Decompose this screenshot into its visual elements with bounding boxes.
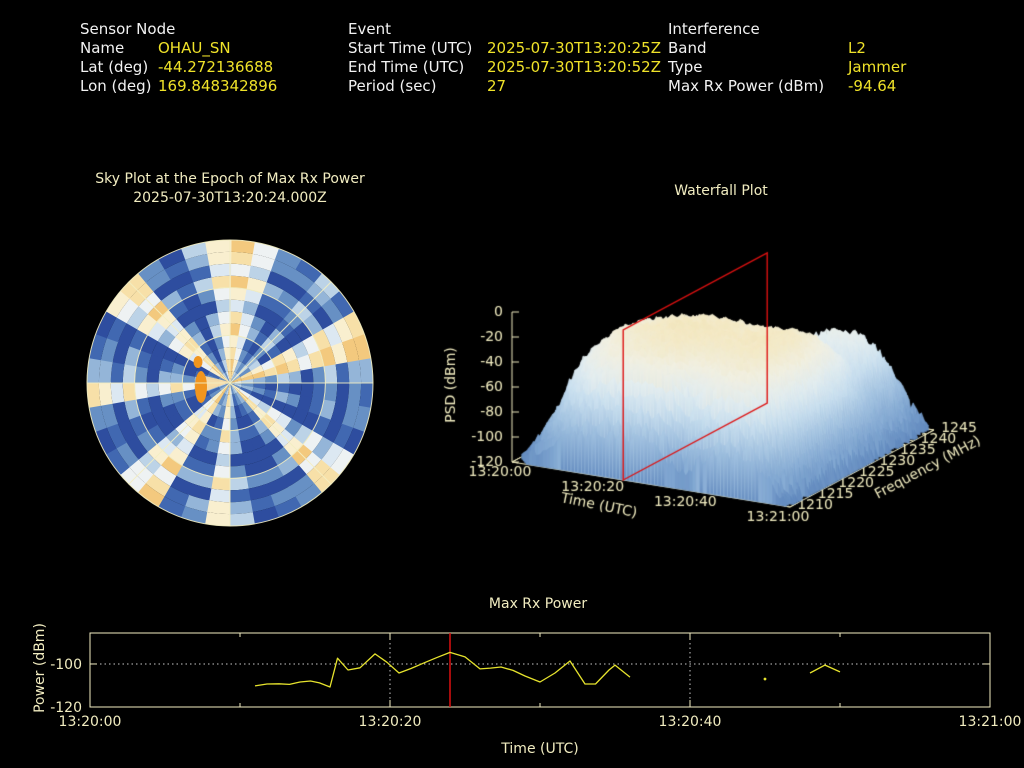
field-row: Start Time (UTC) 2025-07-30T13:20:25Z — [348, 39, 661, 58]
svg-text:-120: -120 — [50, 700, 82, 716]
field-label: Name — [80, 39, 125, 57]
field-value: -44.272136688 — [158, 58, 274, 76]
field-label: Lon (deg) — [80, 77, 152, 95]
field-value: 2025-07-30T13:20:52Z — [487, 58, 661, 76]
panel-title: Sensor Node — [80, 20, 176, 38]
field-row: End Time (UTC) 2025-07-30T13:20:52Z — [348, 58, 661, 77]
field-row: Lat (deg) -44.272136688 — [80, 58, 277, 77]
panel-title: Interference — [668, 20, 760, 38]
field-row: Name OHAU_SN — [80, 39, 277, 58]
field-label: Max Rx Power (dBm) — [668, 77, 825, 95]
svg-text:13:20:40: 13:20:40 — [659, 714, 722, 730]
field-value: -94.64 — [848, 77, 897, 95]
field-value: 169.848342896 — [158, 77, 278, 95]
field-row: Band L2 — [668, 39, 906, 58]
field-row: Type Jammer — [668, 58, 906, 77]
panel-title: Event — [348, 20, 391, 38]
interference-panel: Interference Band L2 Type Jammer Max Rx … — [668, 20, 906, 96]
svg-text:13:20:00: 13:20:00 — [59, 714, 122, 730]
sky-plot-title: Sky Plot at the Epoch of Max Rx Power — [95, 171, 365, 187]
field-row: Period (sec) 27 — [348, 77, 661, 96]
field-value: 2025-07-30T13:20:25Z — [487, 39, 661, 57]
field-value: OHAU_SN — [158, 39, 231, 57]
field-row: Lon (deg) 169.848342896 — [80, 77, 277, 96]
svg-text:13:21:00: 13:21:00 — [959, 714, 1022, 730]
svg-text:13:20:20: 13:20:20 — [359, 714, 422, 730]
field-label: Lat (deg) — [80, 58, 149, 76]
sky-plot-subtitle: 2025-07-30T13:20:24.000Z — [133, 190, 327, 206]
sensor-node-panel: Sensor Node Name OHAU_SN Lat (deg) -44.2… — [80, 20, 277, 96]
field-label: Start Time (UTC) — [348, 39, 473, 57]
svg-text:Power (dBm): Power (dBm) — [32, 623, 48, 713]
field-row: Max Rx Power (dBm) -94.64 — [668, 77, 906, 96]
sky-plot — [86, 239, 374, 527]
event-panel: Event Start Time (UTC) 2025-07-30T13:20:… — [348, 20, 661, 96]
field-label: Band — [668, 39, 707, 57]
field-value: 27 — [487, 77, 507, 95]
svg-text:-100: -100 — [50, 657, 82, 673]
field-label: Period (sec) — [348, 77, 437, 95]
svg-text:Time (UTC): Time (UTC) — [500, 741, 578, 757]
max-rx-power-title: Max Rx Power — [488, 596, 588, 612]
field-value: L2 — [848, 39, 866, 57]
field-label: Type — [668, 58, 703, 76]
field-value: Jammer — [848, 58, 907, 76]
field-label: End Time (UTC) — [348, 58, 465, 76]
waterfall-plot-title: Waterfall Plot — [674, 183, 768, 199]
